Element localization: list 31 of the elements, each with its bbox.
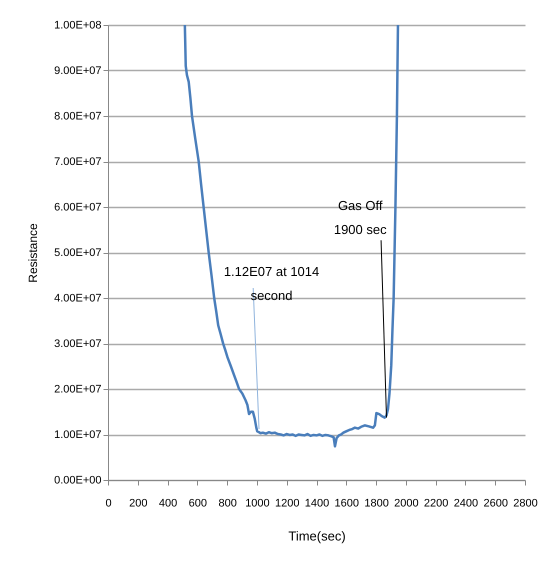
line-series xyxy=(184,25,400,448)
x-tick-label: 1600 xyxy=(334,498,360,510)
y-axis-title: Resistance xyxy=(26,223,40,283)
x-tick-label: 800 xyxy=(218,498,237,510)
y-tick-label: 0.00E+00 xyxy=(54,474,102,486)
y-tick-label: 4.00E+07 xyxy=(54,292,102,304)
x-tick-label: 400 xyxy=(158,498,178,510)
annotation: Gas Off 1900 sec xyxy=(334,198,388,237)
x-tick-label: 2800 xyxy=(513,498,538,510)
y-tick-label: 1.00E+07 xyxy=(54,429,102,441)
x-tick-label: 600 xyxy=(188,498,208,510)
y-tick-label: 8.00E+07 xyxy=(54,110,102,122)
x-tick-label: 1000 xyxy=(245,498,270,510)
x-tick-label: 1200 xyxy=(274,498,300,510)
annotation: 1.12E07 at 1014 second xyxy=(224,264,320,303)
x-tick-label: 1800 xyxy=(364,498,389,510)
y-tick-label: 6.00E+07 xyxy=(54,202,102,214)
y-tick-label: 2.00E+07 xyxy=(54,384,102,396)
x-tick-label: 2600 xyxy=(483,498,508,510)
x-tick-label: 200 xyxy=(129,498,148,510)
x-axis-title: Time(sec) xyxy=(288,528,346,544)
x-tick-label: 2000 xyxy=(394,498,419,510)
y-tick-label: 7.00E+07 xyxy=(54,156,102,168)
y-tick-label: 1.00E+08 xyxy=(54,20,102,32)
y-tick-label: 9.00E+07 xyxy=(54,65,102,77)
x-tick-label: 0 xyxy=(105,498,112,510)
x-tick-label: 1400 xyxy=(304,498,330,510)
x-tick-label: 2200 xyxy=(424,498,448,510)
x-tick-label: 2400 xyxy=(454,498,478,510)
y-tick-label: 5.00E+07 xyxy=(54,247,102,259)
y-tick-label: 3.00E+07 xyxy=(54,338,102,350)
